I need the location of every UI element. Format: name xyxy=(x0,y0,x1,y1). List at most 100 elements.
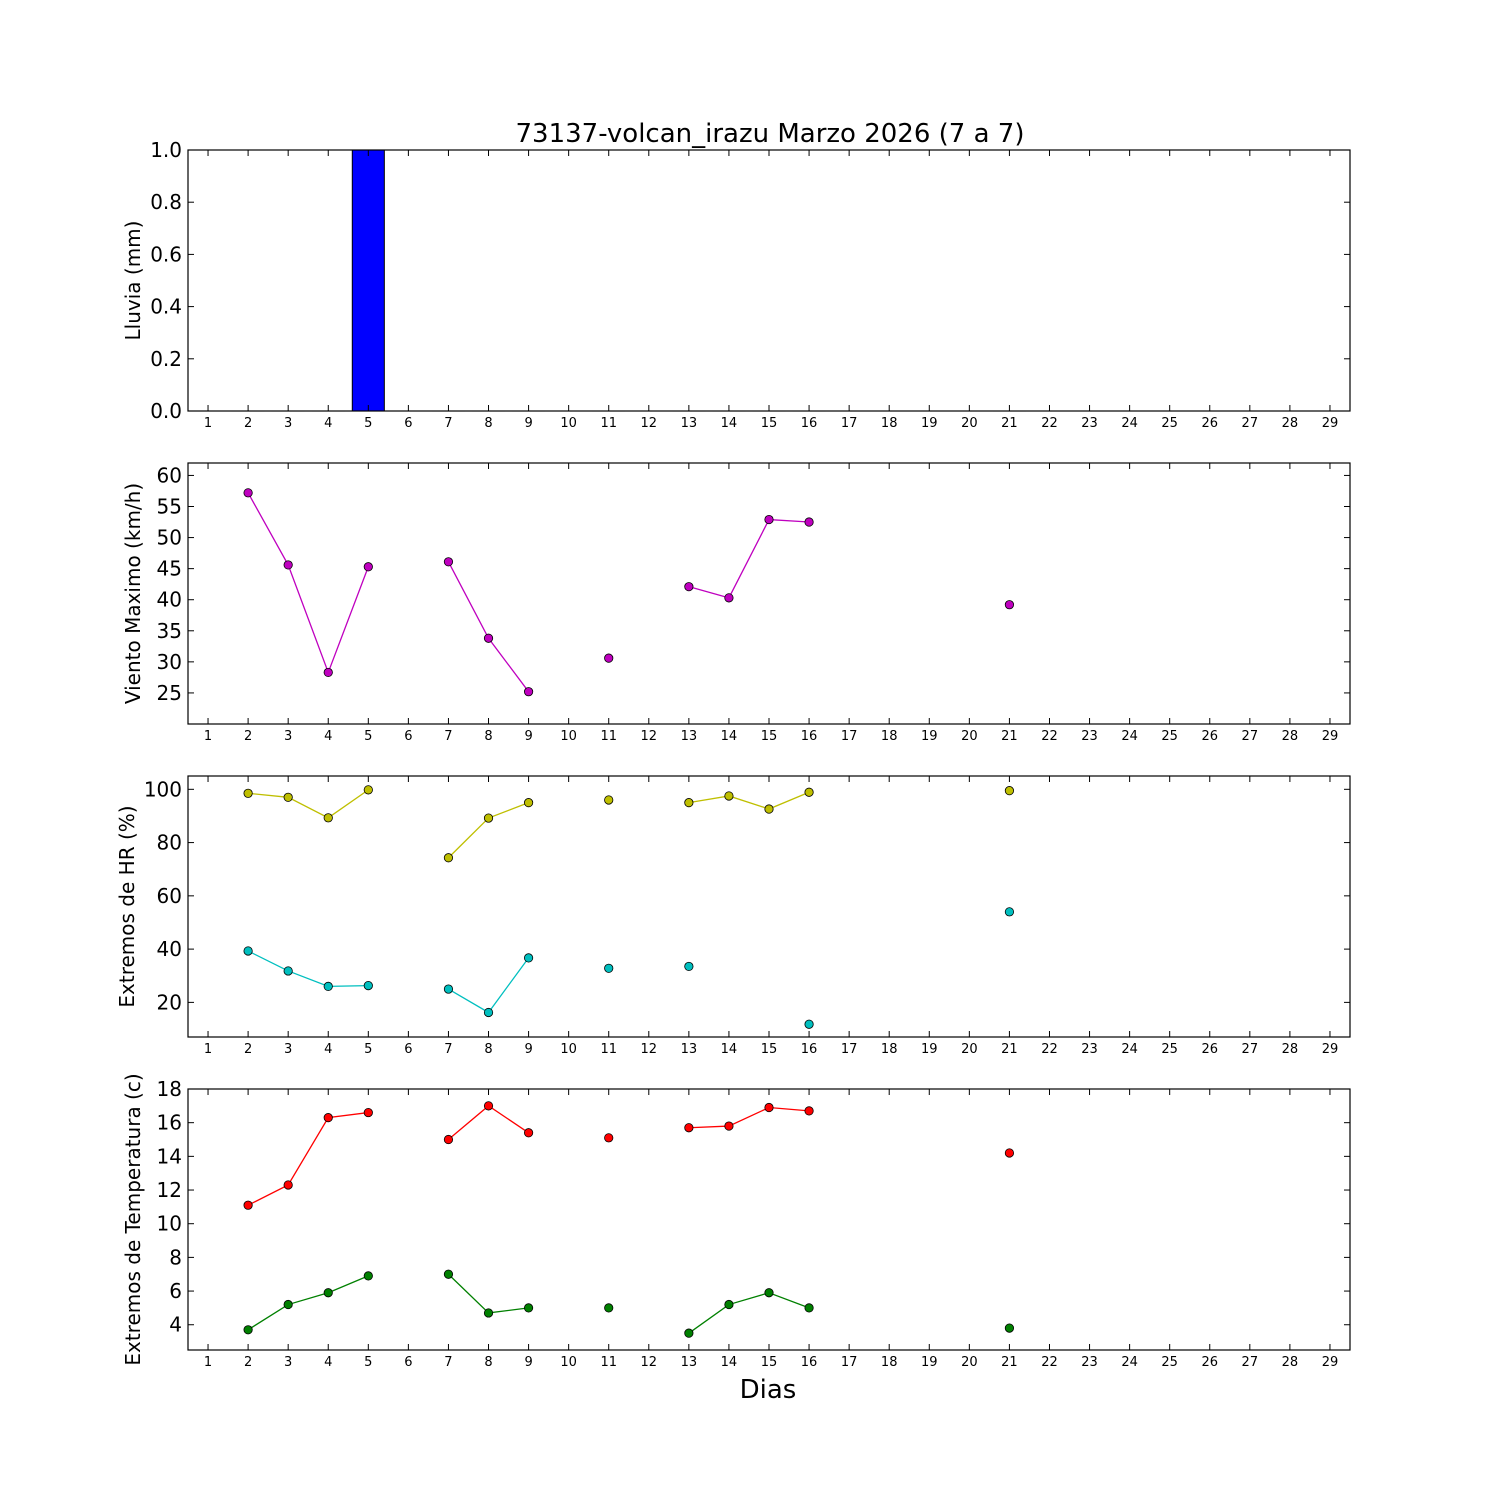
x-tick-label: 3 xyxy=(284,1355,292,1370)
x-tick-label: 22 xyxy=(1041,1355,1058,1370)
data-point-day-8 xyxy=(483,1308,494,1318)
data-point-day-4 xyxy=(323,667,333,678)
x-tick-label: 13 xyxy=(681,416,698,431)
data-point-day-21 xyxy=(1004,907,1015,917)
data-point-day-21 xyxy=(1004,1148,1015,1158)
x-tick-label: 5 xyxy=(364,1042,372,1057)
x-tick-label: 11 xyxy=(600,1042,617,1057)
temperature-panel-series-1 xyxy=(243,1269,1015,1338)
y-tick-label: 40 xyxy=(157,937,182,961)
x-tick-label: 27 xyxy=(1242,1042,1259,1057)
x-tick-label: 12 xyxy=(641,1042,658,1057)
x-tick-label: 23 xyxy=(1081,1355,1098,1370)
data-point-day-2 xyxy=(243,488,253,498)
x-tick-label: 28 xyxy=(1282,1042,1299,1057)
data-point-day-13 xyxy=(684,582,694,592)
x-tick-label: 26 xyxy=(1201,416,1218,431)
temperature-panel-y-axis-label: Extremos de Temperatura (c) xyxy=(121,1073,145,1365)
wind-panel-series-0 xyxy=(243,488,1015,697)
x-tick-label: 26 xyxy=(1201,1042,1218,1057)
data-point-day-5 xyxy=(363,980,373,991)
x-tick-label: 22 xyxy=(1041,416,1058,431)
data-point-day-7 xyxy=(443,1269,454,1279)
data-point-day-21 xyxy=(1004,1323,1015,1333)
data-point-day-7 xyxy=(443,984,454,994)
data-point-day-9 xyxy=(523,687,534,697)
x-tick-label: 25 xyxy=(1161,1042,1178,1057)
x-tick-label: 20 xyxy=(961,1042,978,1057)
x-tick-label: 8 xyxy=(484,1355,492,1370)
x-tick-label: 22 xyxy=(1041,729,1058,744)
data-point-day-7 xyxy=(443,557,454,567)
data-point-day-14 xyxy=(724,791,734,801)
y-tick-label: 0.0 xyxy=(150,399,182,423)
x-tick-label: 24 xyxy=(1121,1042,1138,1057)
x-tick-label: 2 xyxy=(244,729,252,744)
data-point-day-16 xyxy=(804,517,814,527)
data-point-day-16 xyxy=(804,1303,814,1313)
x-tick-label: 15 xyxy=(761,729,778,744)
x-tick-label: 9 xyxy=(524,1042,532,1057)
series-line-segment-0 xyxy=(248,789,369,819)
x-tick-label: 20 xyxy=(961,416,978,431)
x-tick-label: 21 xyxy=(1001,416,1018,431)
data-point-day-13 xyxy=(684,961,694,972)
x-axis-label: Dias xyxy=(740,1375,797,1405)
x-tick-label: 20 xyxy=(961,729,978,744)
x-tick-label: 21 xyxy=(1001,1355,1018,1370)
x-tick-label: 16 xyxy=(801,1355,818,1370)
x-tick-label: 20 xyxy=(961,1355,978,1370)
x-tick-label: 18 xyxy=(881,1355,898,1370)
x-tick-label: 6 xyxy=(404,1355,412,1370)
x-tick-label: 13 xyxy=(681,729,698,744)
y-tick-label: 35 xyxy=(157,619,182,643)
rain-panel-y-axis-label: Lluvia (mm) xyxy=(121,221,145,341)
data-point-day-2 xyxy=(243,1325,253,1335)
data-point-day-7 xyxy=(443,1134,454,1145)
data-point-day-4 xyxy=(323,1113,333,1123)
x-tick-label: 26 xyxy=(1201,729,1218,744)
x-tick-label: 3 xyxy=(284,416,292,431)
x-tick-label: 17 xyxy=(841,1042,858,1057)
y-tick-label: 16 xyxy=(157,1111,182,1135)
x-tick-label: 29 xyxy=(1322,1042,1339,1057)
data-point-day-4 xyxy=(323,1288,333,1298)
x-tick-label: 2 xyxy=(244,416,252,431)
y-tick-label: 0.6 xyxy=(150,242,182,266)
x-tick-label: 9 xyxy=(524,729,532,744)
x-tick-label: 21 xyxy=(1001,729,1018,744)
x-tick-label: 17 xyxy=(841,416,858,431)
data-point-day-3 xyxy=(283,966,293,976)
y-tick-label: 25 xyxy=(157,681,182,705)
x-tick-label: 8 xyxy=(484,416,492,431)
y-tick-label: 14 xyxy=(157,1144,182,1168)
x-tick-label: 21 xyxy=(1001,1042,1018,1057)
series-line-segment-0 xyxy=(247,1275,369,1331)
x-tick-label: 4 xyxy=(324,416,332,431)
x-tick-label: 25 xyxy=(1161,729,1178,744)
y-tick-label: 1.0 xyxy=(150,138,182,162)
x-tick-label: 24 xyxy=(1121,1355,1138,1370)
y-tick-label: 8 xyxy=(169,1245,182,1269)
data-point-day-11 xyxy=(604,1303,614,1313)
x-tick-label: 6 xyxy=(404,1042,412,1057)
humidity-panel-series-0 xyxy=(243,785,1015,863)
data-point-day-14 xyxy=(724,593,734,603)
data-point-day-8 xyxy=(483,1007,494,1018)
y-tick-label: 18 xyxy=(157,1077,182,1101)
x-tick-label: 18 xyxy=(881,416,898,431)
x-tick-label: 9 xyxy=(524,416,532,431)
data-point-day-11 xyxy=(604,1133,614,1143)
data-point-day-13 xyxy=(684,798,694,808)
x-tick-label: 28 xyxy=(1282,416,1299,431)
x-tick-label: 14 xyxy=(721,416,738,431)
y-tick-label: 80 xyxy=(157,831,182,855)
x-tick-label: 28 xyxy=(1282,729,1299,744)
x-tick-label: 3 xyxy=(284,729,292,744)
x-tick-label: 4 xyxy=(324,729,332,744)
x-tick-label: 23 xyxy=(1081,416,1098,431)
data-point-day-13 xyxy=(684,1123,694,1133)
temperature-panel-series-0 xyxy=(243,1101,1015,1210)
